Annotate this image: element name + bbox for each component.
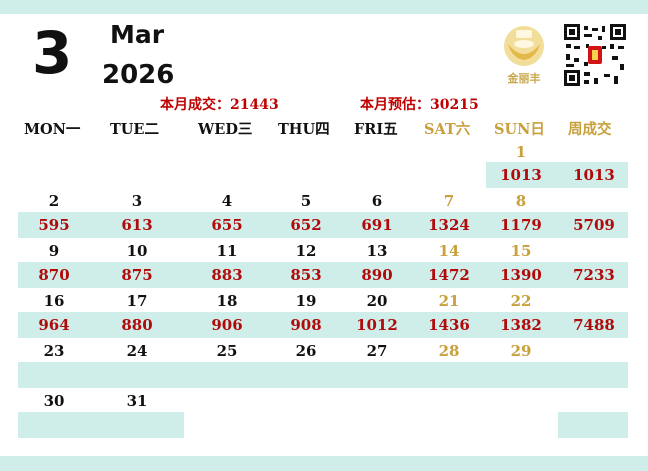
daily-sales-value: 890 <box>361 266 393 284</box>
logo-text: 金丽丰 <box>507 72 541 85</box>
daily-sales-value: 1012 <box>356 316 398 334</box>
bottom-band <box>0 456 648 471</box>
calendar-date[interactable]: 2 <box>48 192 60 210</box>
calendar-date[interactable]: 21 <box>438 292 460 310</box>
daily-sales-value: 1436 <box>428 316 470 334</box>
brand-logo: 金丽丰 <box>496 24 552 88</box>
calendar-date[interactable]: 16 <box>43 292 65 310</box>
calendar-date[interactable]: 29 <box>510 342 532 360</box>
week-5-value-band <box>18 362 628 388</box>
calendar-date[interactable]: 11 <box>216 242 238 260</box>
qr-code-icon <box>564 24 626 86</box>
daily-sales-value: 875 <box>121 266 153 284</box>
daily-sales-value: 883 <box>211 266 243 284</box>
daily-sales-value: 613 <box>121 216 153 234</box>
calendar-date[interactable]: 23 <box>43 342 65 360</box>
calendar-date[interactable]: 22 <box>510 292 532 310</box>
daily-sales-value: 880 <box>121 316 153 334</box>
calendar-date[interactable]: 1 <box>515 143 527 161</box>
weekday-header-0: MON一 <box>24 121 81 138</box>
daily-sales-value: 652 <box>290 216 322 234</box>
month-estimate-label: 本月预估： <box>360 97 430 113</box>
daily-sales-value: 908 <box>290 316 322 334</box>
daily-sales-value: 1324 <box>428 216 470 234</box>
week-6-total-band <box>558 412 628 438</box>
calendar-date[interactable]: 26 <box>295 342 317 360</box>
calendar-date[interactable]: 10 <box>126 242 148 260</box>
daily-sales-value: 906 <box>211 316 243 334</box>
daily-sales-value: 691 <box>361 216 393 234</box>
month-name: Mar <box>110 20 165 49</box>
month-estimate-stat: 本月预估：30215 <box>360 94 479 114</box>
calendar-date[interactable]: 8 <box>515 192 527 210</box>
weekday-header-5: SAT六 <box>424 121 471 138</box>
daily-sales-value: 1179 <box>500 216 542 234</box>
calendar-date[interactable]: 7 <box>443 192 455 210</box>
daily-sales-value: 853 <box>290 266 322 284</box>
month-sales-stat: 本月成交：21443 <box>160 94 279 114</box>
weekday-header-2: WED三 <box>198 121 253 138</box>
calendar-date[interactable]: 25 <box>216 342 238 360</box>
coin-logo-icon <box>504 26 544 66</box>
calendar-date[interactable]: 14 <box>438 242 460 260</box>
daily-sales-value: 1013 <box>500 166 542 184</box>
calendar-date[interactable]: 9 <box>48 242 60 260</box>
calendar-date[interactable]: 3 <box>131 192 143 210</box>
year: 2026 <box>102 60 175 90</box>
top-band <box>0 0 648 14</box>
weekday-header-3: THU四 <box>278 121 330 138</box>
calendar-date[interactable]: 15 <box>510 242 532 260</box>
weekday-header-7: 周成交 <box>568 121 612 138</box>
week-1-value-band <box>486 162 628 188</box>
calendar-date[interactable]: 6 <box>371 192 383 210</box>
month-estimate-value: 30215 <box>430 97 479 113</box>
daily-sales-value: 655 <box>211 216 243 234</box>
weekday-header-4: FRI五 <box>354 121 398 138</box>
week-4-value-band <box>18 312 628 338</box>
calendar-date[interactable]: 19 <box>295 292 317 310</box>
weekday-header-1: TUE二 <box>110 121 159 138</box>
calendar-date[interactable]: 31 <box>126 392 148 410</box>
calendar-date[interactable]: 28 <box>438 342 460 360</box>
week-2-value-band <box>18 212 628 238</box>
week-3-value-band <box>18 262 628 288</box>
calendar-date[interactable]: 17 <box>126 292 148 310</box>
weekly-total-value: 7488 <box>573 316 615 334</box>
daily-sales-value: 595 <box>38 216 70 234</box>
calendar-date[interactable]: 13 <box>366 242 388 260</box>
month-sales-label: 本月成交： <box>160 97 230 113</box>
month-sales-value: 21443 <box>230 97 279 113</box>
daily-sales-value: 1472 <box>428 266 470 284</box>
current-day: 3 <box>32 19 73 87</box>
calendar-date[interactable]: 27 <box>366 342 388 360</box>
daily-sales-value: 1382 <box>500 316 542 334</box>
calendar-date[interactable]: 20 <box>366 292 388 310</box>
week-6-value-band <box>18 412 184 438</box>
calendar-date[interactable]: 30 <box>43 392 65 410</box>
calendar-date[interactable]: 24 <box>126 342 148 360</box>
daily-sales-value: 964 <box>38 316 70 334</box>
daily-sales-value: 870 <box>38 266 70 284</box>
calendar-date[interactable]: 12 <box>295 242 317 260</box>
weekday-header-6: SUN日 <box>494 121 545 138</box>
weekly-total-value: 5709 <box>573 216 615 234</box>
calendar-date[interactable]: 5 <box>300 192 312 210</box>
weekly-total-value: 1013 <box>573 166 615 184</box>
daily-sales-value: 1390 <box>500 266 542 284</box>
weekly-total-value: 7233 <box>573 266 615 284</box>
calendar-date[interactable]: 18 <box>216 292 238 310</box>
calendar-date[interactable]: 4 <box>221 192 233 210</box>
